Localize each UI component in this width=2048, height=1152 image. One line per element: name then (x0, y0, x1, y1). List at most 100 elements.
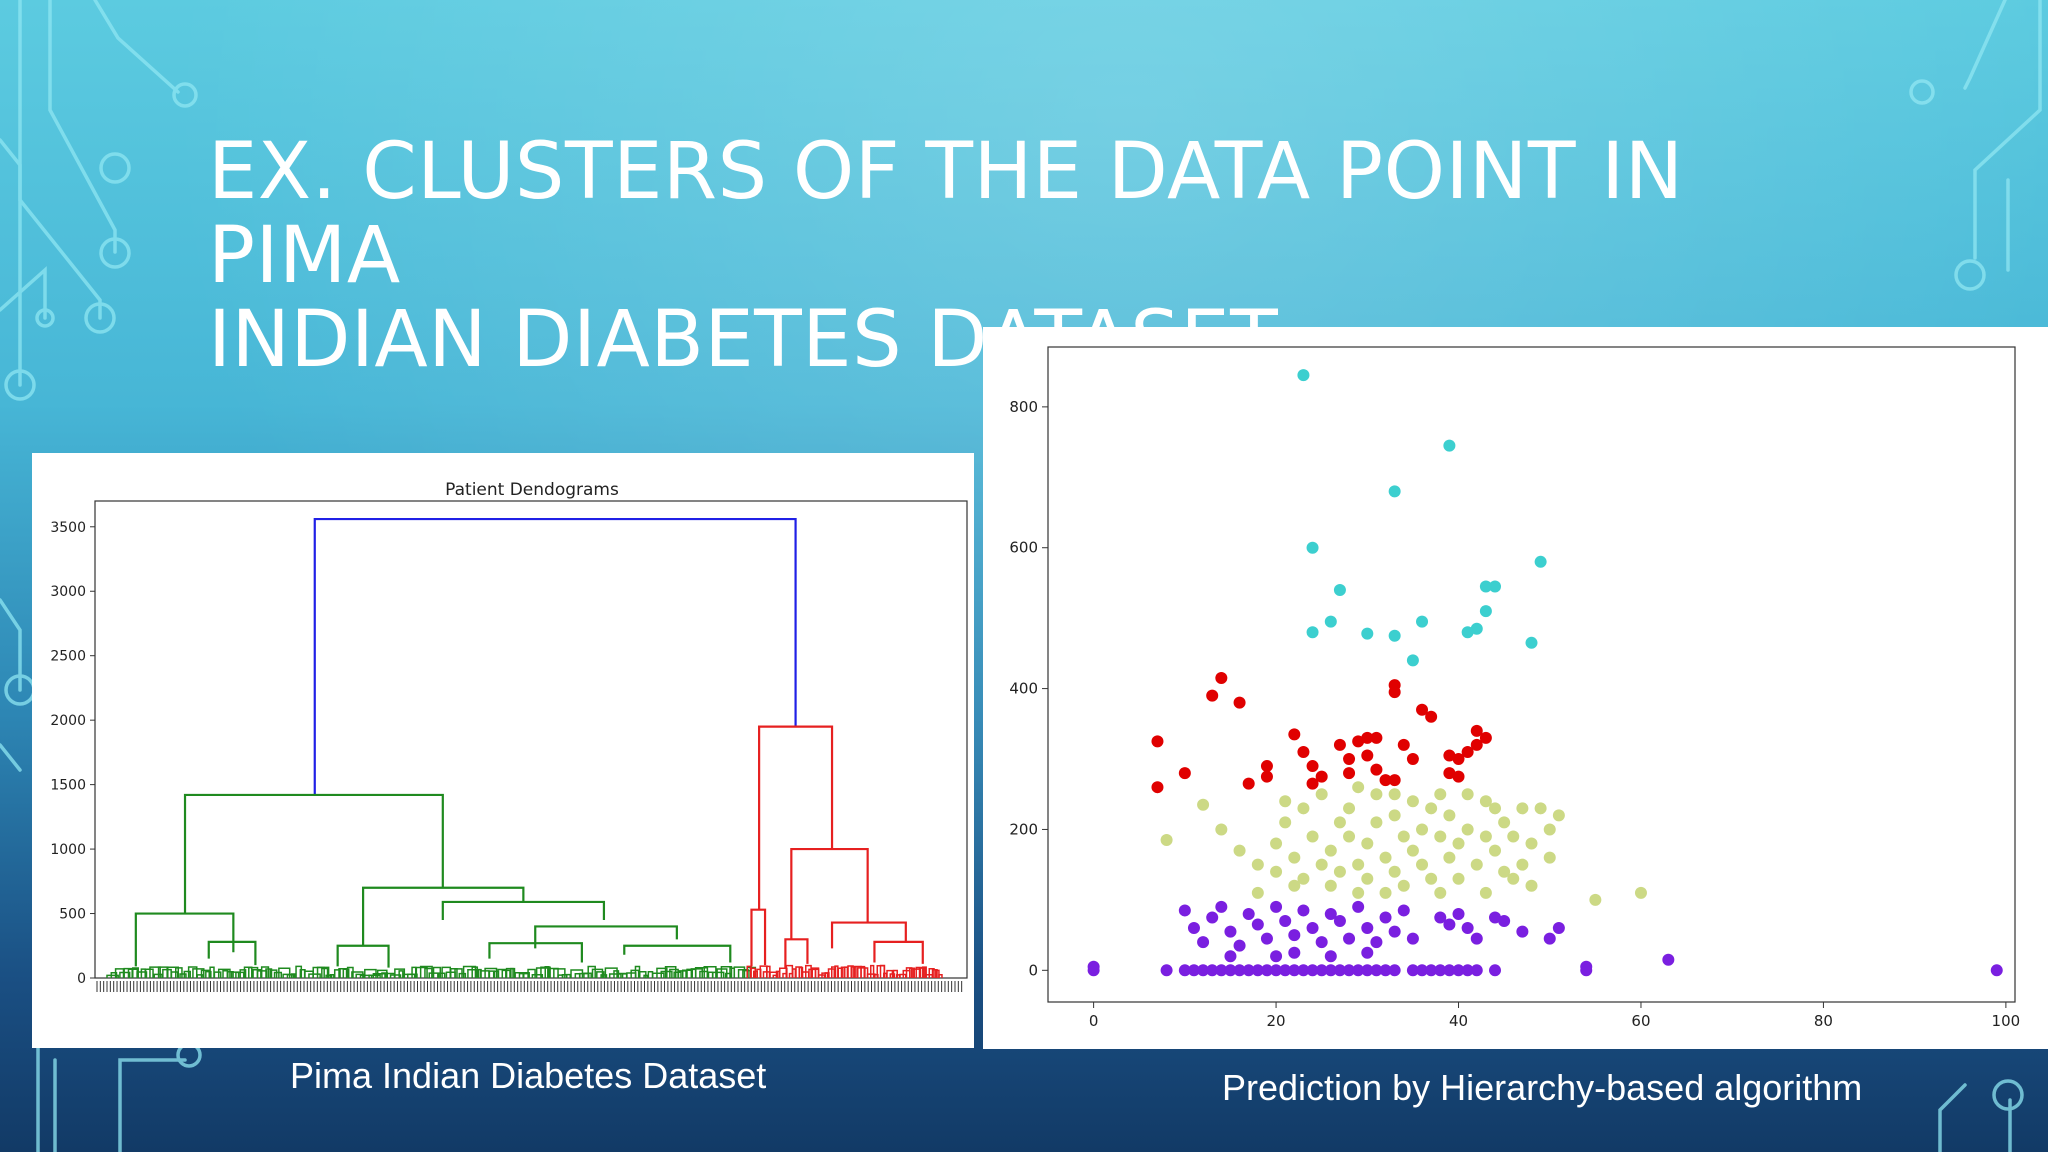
scatter-point (1160, 834, 1173, 847)
dendrogram-leaf-link (170, 971, 179, 978)
scatter-point (1379, 886, 1392, 899)
dendrogram-leaf-link (471, 966, 479, 978)
scatter-point (1507, 872, 1520, 885)
y-tick-label: 3500 (50, 520, 86, 536)
scatter-point (1197, 964, 1210, 977)
scatter-point (1397, 738, 1410, 751)
scatter-point (1251, 918, 1264, 931)
scatter-point (1288, 879, 1301, 892)
y-tick-label: 0 (77, 971, 86, 987)
scatter-point (1206, 689, 1219, 702)
scatter-point (1379, 774, 1392, 787)
scatter-point (1534, 802, 1547, 815)
scatter-point (1270, 964, 1283, 977)
scatter-point (1324, 907, 1337, 920)
scatter-point (1315, 858, 1328, 871)
scatter-point (1516, 802, 1529, 815)
circuit-trace (0, 266, 47, 320)
dendrogram-leaf-link (647, 970, 654, 978)
dendrogram-leaf-link (863, 967, 869, 978)
scatter-point (1552, 809, 1565, 822)
scatter-point (1333, 915, 1346, 928)
scatter-point (1443, 809, 1456, 822)
y-tick-label: 800 (1009, 398, 1038, 416)
x-tick-label: 80 (1814, 1012, 1833, 1030)
scatter-point (1525, 837, 1538, 850)
scatter-point (1260, 770, 1273, 783)
dendrogram-leaf-link (325, 974, 333, 978)
dendrogram-leaf-link (749, 967, 756, 978)
scatter-point (1452, 837, 1465, 850)
dendrogram-leaf-link (814, 968, 820, 978)
scatter-point (1224, 950, 1237, 963)
dendrogram-leaf-link (850, 966, 857, 978)
scatter-point (1361, 872, 1374, 885)
scatter-point (1251, 886, 1264, 899)
circuit-node-icon (1992, 1079, 2024, 1111)
dendrogram-leaf-link (600, 974, 608, 978)
x-tick-label: 100 (1992, 1012, 2021, 1030)
scatter-point (1434, 830, 1447, 843)
scatter-point (1251, 964, 1264, 977)
scatter-point (1178, 964, 1191, 977)
scatter-point (1479, 886, 1492, 899)
scatter-point (1543, 932, 1556, 945)
circuit-trace (0, 743, 22, 772)
dendrogram-link (750, 908, 767, 967)
scatter-point (1479, 580, 1492, 593)
scatter-point (1525, 636, 1538, 649)
dendrogram-leaf-link (372, 972, 386, 978)
dendrogram-leaf-link (415, 966, 428, 978)
scatter-point (1306, 777, 1319, 790)
dendrogram-leaf-link (265, 968, 273, 978)
dendrogram-leaf-link (805, 964, 812, 978)
dendrogram-leaf-link (931, 969, 938, 978)
dendrogram-leaf-link (295, 965, 303, 978)
scatter-point (1297, 872, 1310, 885)
scatter-point (1270, 900, 1283, 913)
scatter-point (1406, 964, 1419, 977)
scatter-point (1543, 823, 1556, 836)
scatter-point (1361, 749, 1374, 762)
scatter-point (1279, 816, 1292, 829)
dendrogram-link (207, 940, 257, 966)
scatter-point (1416, 703, 1429, 716)
dendrogram-leaf-link (889, 973, 896, 978)
dendrogram-leaf-link (278, 967, 291, 978)
scatter-point (1470, 738, 1483, 751)
scatter-point (1388, 809, 1401, 822)
scatter-point (1452, 770, 1465, 783)
dendrogram-leaf-link (535, 967, 549, 978)
scatter-point (1297, 745, 1310, 758)
scatter-point (1489, 911, 1502, 924)
dendrogram-leaf-link (174, 967, 183, 978)
dendrogram-leaf-link (437, 972, 446, 978)
scatter-point (1343, 802, 1356, 815)
dendrogram-title: Patient Dendograms (445, 480, 619, 500)
scatter-point (1187, 964, 1200, 977)
dendrogram-leaf-link (938, 973, 943, 978)
scatter-point (1206, 964, 1219, 977)
scatter-point (1580, 960, 1593, 973)
scatter-point (1425, 964, 1438, 977)
dendrogram-leaf-link (733, 966, 746, 978)
dendrogram-leaf-link (608, 973, 622, 978)
scatter-point (1406, 795, 1419, 808)
scatter-point (1443, 767, 1456, 780)
circuit-trace (1973, 0, 2042, 260)
scatter-point (1187, 922, 1200, 935)
y-tick-label: 2500 (50, 649, 86, 665)
dendrogram-leaf-link (381, 972, 389, 978)
dendrogram-leaf-link (591, 968, 604, 978)
scatter-point (1397, 904, 1410, 917)
scatter-point (1397, 879, 1410, 892)
scatter-point (1306, 830, 1319, 843)
scatter-point (1288, 929, 1301, 942)
scatter-point (1260, 932, 1273, 945)
scatter-point (1361, 731, 1374, 744)
dendrogram-panel: Patient Dendograms 0 500 1000 1500 2000 2500 3… (32, 453, 974, 1048)
scatter-point (1288, 851, 1301, 864)
scatter-point (1534, 555, 1547, 568)
dendrogram-leaf-link (286, 973, 296, 978)
scatter-point (1370, 731, 1383, 744)
